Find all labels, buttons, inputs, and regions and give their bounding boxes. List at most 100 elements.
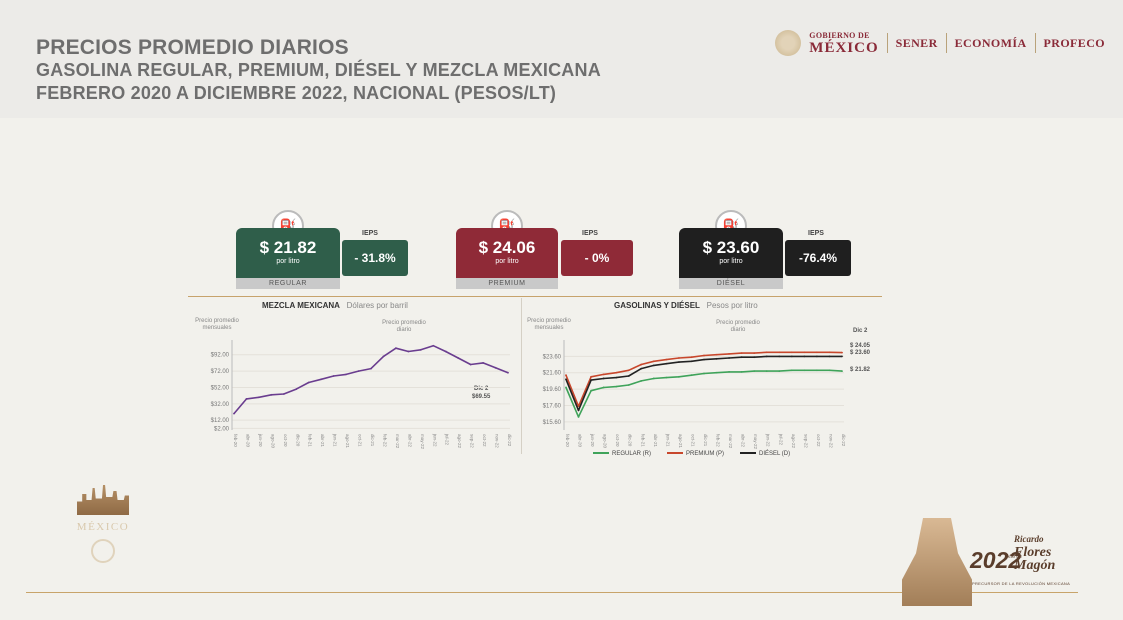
- fuel-data-point: [765, 355, 768, 358]
- logo-sener: SENER: [895, 35, 938, 50]
- fuel-data-point: [841, 370, 843, 372]
- oil-x-tick: sep-22: [470, 434, 475, 448]
- oil-data-point: [332, 375, 335, 377]
- fuel-data-point: [778, 370, 781, 372]
- footer-year-word: Año de: [1006, 554, 1022, 560]
- oil-data-point: [507, 371, 509, 374]
- oil-x-tick: dic-22: [507, 434, 512, 447]
- oil-data-point: [370, 367, 372, 370]
- panel-top-rule: [188, 296, 882, 297]
- flores-magon-logo: 2022 Año de Ricardo Flores Magón PRECURS…: [902, 516, 1107, 606]
- fuel-ylabel: Precio promedio mensuales: [527, 318, 571, 331]
- fuel-data-point: [728, 371, 730, 373]
- ieps-caption: IEPS: [582, 230, 598, 237]
- oil-y-tick: $92.00: [211, 353, 230, 359]
- fuel-data-point: [590, 389, 592, 392]
- oil-chart-title-text: MEZCLA MEXICANA: [262, 301, 340, 310]
- fuel-data-point: [565, 386, 567, 389]
- fuel-data-point: [678, 375, 680, 378]
- oil-x-tick: ago-22: [457, 434, 462, 449]
- fuel-data-point: [690, 374, 693, 377]
- fuel-data-point: [590, 379, 592, 381]
- fuel-data-point: [652, 377, 655, 380]
- fuel-data-point: [602, 386, 605, 389]
- fuel-x-tick: dic-21: [703, 434, 708, 447]
- fuel-x-tick: feb-21: [640, 434, 645, 447]
- oil-chart-subtitle: Dólares por barril: [346, 301, 408, 310]
- legend-item-diesel: DIÉSEL (D): [740, 451, 790, 457]
- footer-tagline: PRECURSOR DE LA REVOLUCIÓN MEXICANA: [972, 581, 1071, 586]
- fuel-data-point: [753, 356, 756, 359]
- oil-y-tick: $72.00: [211, 369, 230, 375]
- ieps-value: - 31.8%: [342, 240, 408, 276]
- fuel-data-point: [816, 355, 818, 358]
- fuel-x-tick: feb-20: [565, 434, 570, 447]
- fuel-data-point: [615, 376, 618, 379]
- oil-x-tick: jun-21: [333, 433, 338, 447]
- oil-data-point: [395, 347, 397, 350]
- seal-icon: [91, 539, 115, 563]
- fuel-x-tick: oct-22: [816, 434, 821, 447]
- fuel-x-tick: may-22: [753, 434, 758, 450]
- fuel-end-regular: $ 21.82: [850, 367, 871, 373]
- fuel-x-tick: abr-20: [578, 434, 583, 448]
- fuel-data-point: [803, 369, 806, 372]
- fuel-data-point: [703, 354, 705, 357]
- kpi-label: DIÉSEL: [679, 278, 783, 289]
- kpi-unit: por litro: [276, 258, 300, 265]
- fuel-data-point: [590, 375, 592, 378]
- city-skyline-icon: [77, 485, 129, 515]
- oil-data-point: [432, 344, 435, 347]
- fuel-data-point: [778, 351, 781, 354]
- fuel-data-point: [640, 363, 643, 366]
- fuel-chart-title: GASOLINAS Y DIÉSEL Pesos por litro: [614, 301, 758, 310]
- fuel-data-point: [715, 353, 718, 356]
- kpi-price: $ 23.60: [702, 238, 760, 257]
- page-subtitle: GASOLINA REGULAR, PREMIUM, DIÉSEL Y MEZC…: [36, 60, 601, 80]
- oil-data-point: [258, 396, 260, 399]
- fuel-data-point: [753, 370, 756, 372]
- oil-y-tick: $32.00: [211, 402, 230, 408]
- fuel-x-tick: sep-22: [803, 434, 808, 448]
- oil-data-point: [320, 378, 323, 381]
- fuel-data-point: [577, 416, 580, 418]
- fuel-data-point: [615, 371, 618, 374]
- fuel-data-point: [665, 358, 668, 361]
- fuel-data-point: [828, 369, 831, 372]
- oil-x-tick: oct-21: [358, 434, 363, 447]
- oil-data-point: [357, 370, 360, 372]
- fuel-x-tick: oct-21: [690, 434, 695, 447]
- fuel-data-point: [765, 351, 768, 354]
- fuel-data-point: [715, 357, 718, 360]
- oil-x-tick: jun-22: [432, 433, 437, 447]
- mexico-seal-icon: [775, 30, 802, 56]
- fuel-x-tick: ago-21: [678, 434, 683, 449]
- logo-divider: [945, 33, 947, 53]
- kpi-price-card: $ 24.06 por litro: [456, 228, 558, 278]
- oil-data-point: [345, 373, 347, 376]
- fuel-x-tick: dic-20: [628, 434, 633, 447]
- fuel-data-point: [816, 369, 818, 372]
- fuel-data-point: [703, 358, 705, 361]
- fuel-data-point: [828, 351, 831, 354]
- fuel-data-point: [627, 375, 630, 377]
- fuel-legend: REGULAR (R) PREMIUM (P) DIÉSEL (D): [593, 451, 790, 457]
- watermark-text: MÉXICO: [76, 521, 130, 533]
- fuel-data-point: [816, 351, 818, 354]
- fuel-x-tick: abr-22: [741, 434, 746, 448]
- fuel-x-tick: jun-21: [665, 433, 670, 447]
- oil-x-tick: feb-20: [233, 434, 238, 447]
- ieps-value: - 0%: [561, 240, 633, 276]
- fuel-data-point: [678, 357, 680, 359]
- fuel-y-tick: $19.60: [543, 387, 562, 393]
- kpi-label: PREMIUM: [456, 278, 558, 289]
- fuel-x-tick: nov-22: [828, 434, 833, 448]
- kpi-price-card: $ 21.82 por litro: [236, 228, 340, 278]
- fuel-data-point: [577, 409, 580, 412]
- kpi-unit: por litro: [719, 258, 743, 265]
- fuel-data-point: [740, 356, 743, 359]
- fuel-data-point: [703, 372, 705, 375]
- fuel-y-tick: $23.60: [543, 354, 562, 360]
- fuel-data-point: [803, 351, 806, 354]
- fuel-y-tick: $17.60: [543, 403, 562, 409]
